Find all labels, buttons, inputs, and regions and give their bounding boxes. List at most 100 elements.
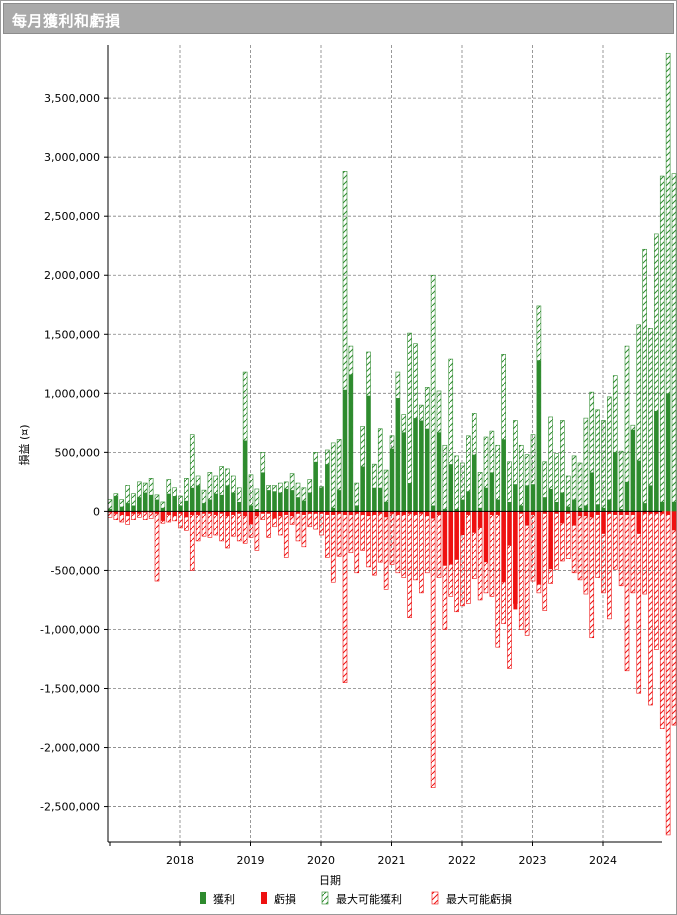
profit-bar	[372, 487, 377, 512]
loss-bar	[542, 511, 547, 514]
profit-bar	[231, 492, 236, 512]
loss-bar	[489, 511, 494, 515]
y-tick-label: 1,000,000	[44, 387, 100, 400]
max-loss-bar	[325, 511, 330, 558]
max-profit-bar	[454, 455, 459, 512]
x-axis-title: 日期	[319, 874, 341, 887]
max-loss-bar	[207, 511, 213, 538]
max-loss-bar	[231, 511, 236, 537]
profit-bar	[542, 497, 547, 512]
max-loss-bar	[219, 511, 224, 542]
profit-bar	[536, 360, 541, 512]
loss-bar	[395, 511, 400, 515]
y-tick-label: -2,000,000	[40, 742, 100, 755]
profit-bar	[466, 491, 471, 512]
profit-bar	[184, 500, 189, 512]
profit-bar	[260, 472, 265, 512]
y-tick-labels: 3,500,000 3,000,000 2,500,000 2,000,000 1,50…	[40, 92, 100, 813]
loss-bar	[296, 511, 300, 514]
profit-bar	[390, 448, 394, 512]
y-tick-label: 2,500,000	[44, 210, 100, 223]
loss-bar	[384, 511, 389, 518]
loss-bar	[566, 511, 571, 514]
max-loss-bar	[612, 511, 618, 570]
profit-bar	[225, 485, 230, 512]
profit-bar	[384, 501, 389, 512]
loss-bar	[554, 511, 559, 514]
loss-bar	[260, 511, 265, 514]
loss-bar	[648, 511, 653, 514]
profit-bar	[454, 509, 459, 512]
profit-bar	[437, 432, 441, 512]
max-loss-bar	[665, 511, 671, 836]
max-loss-bar	[489, 511, 495, 597]
profit-bar	[190, 487, 195, 512]
y-tick-label: 3,500,000	[44, 92, 100, 105]
loss-bar	[460, 511, 465, 536]
max-profit-bar	[618, 450, 624, 512]
max-loss-bar	[424, 511, 430, 574]
max-loss-bar	[401, 511, 407, 578]
max-profit-bar	[565, 475, 571, 512]
max-loss-series	[107, 511, 677, 836]
profit-bar	[254, 509, 259, 512]
axes	[104, 45, 662, 846]
profit-bar	[131, 505, 136, 512]
profit-bar	[625, 481, 629, 512]
max-loss-bar	[554, 511, 559, 570]
loss-bar	[119, 511, 124, 515]
max-profit-bar	[477, 472, 483, 512]
max-loss-bar	[419, 511, 424, 594]
loss-bar	[272, 511, 277, 519]
profit-bar	[108, 509, 112, 512]
loss-bar	[484, 511, 488, 563]
max-profit-bar	[330, 442, 336, 512]
max-loss-bar	[266, 511, 271, 538]
profit-bar	[219, 494, 224, 512]
max-loss-bar	[301, 511, 307, 548]
profit-bar	[202, 503, 206, 512]
loss-bar	[160, 511, 165, 521]
profit-bar	[137, 497, 142, 512]
max-profit-bar	[648, 328, 653, 512]
max-loss-bar	[495, 511, 501, 648]
max-profit-bar	[607, 396, 612, 512]
legend-item-loss: 虧損	[261, 892, 296, 906]
loss-series	[108, 511, 676, 610]
loss-bar	[184, 511, 189, 518]
profit-bar	[301, 500, 306, 512]
y-tick-label: -1,000,000	[40, 623, 100, 636]
max-profit-bar	[577, 462, 583, 512]
max-profit-bar	[254, 488, 260, 512]
max-loss-bar	[354, 511, 360, 574]
loss-bar	[331, 511, 336, 515]
max-loss-bar	[242, 511, 248, 544]
profit-bar	[630, 429, 635, 512]
y-tick-label: 2,000,000	[44, 269, 100, 282]
max-loss-bar	[565, 511, 571, 559]
loss-bar	[601, 511, 606, 534]
max-loss-bar	[518, 511, 524, 630]
loss-bar	[207, 511, 212, 514]
legend-swatch-profit	[200, 892, 206, 904]
loss-bar	[137, 511, 142, 514]
loss-bar	[143, 511, 148, 513]
profit-bar	[266, 490, 271, 512]
loss-bar	[202, 511, 206, 514]
profit-bar	[472, 454, 477, 512]
profit-bar	[366, 395, 371, 512]
profit-bar	[642, 503, 647, 512]
title-bar: 每月獲利和虧損	[3, 3, 674, 34]
loss-bar	[401, 511, 406, 515]
loss-bar	[155, 511, 159, 514]
legend-swatch-max-profit	[321, 891, 329, 905]
profit-bar	[401, 432, 406, 512]
max-loss-bar	[342, 511, 348, 683]
max-loss-bar	[395, 511, 401, 574]
loss-bar	[501, 511, 506, 583]
legend: 獲利 虧損 最大可能獲利 最大可能虧損	[200, 891, 512, 906]
profit-bar	[419, 420, 424, 512]
max-loss-bar	[389, 511, 395, 565]
max-loss-bar	[630, 511, 636, 594]
